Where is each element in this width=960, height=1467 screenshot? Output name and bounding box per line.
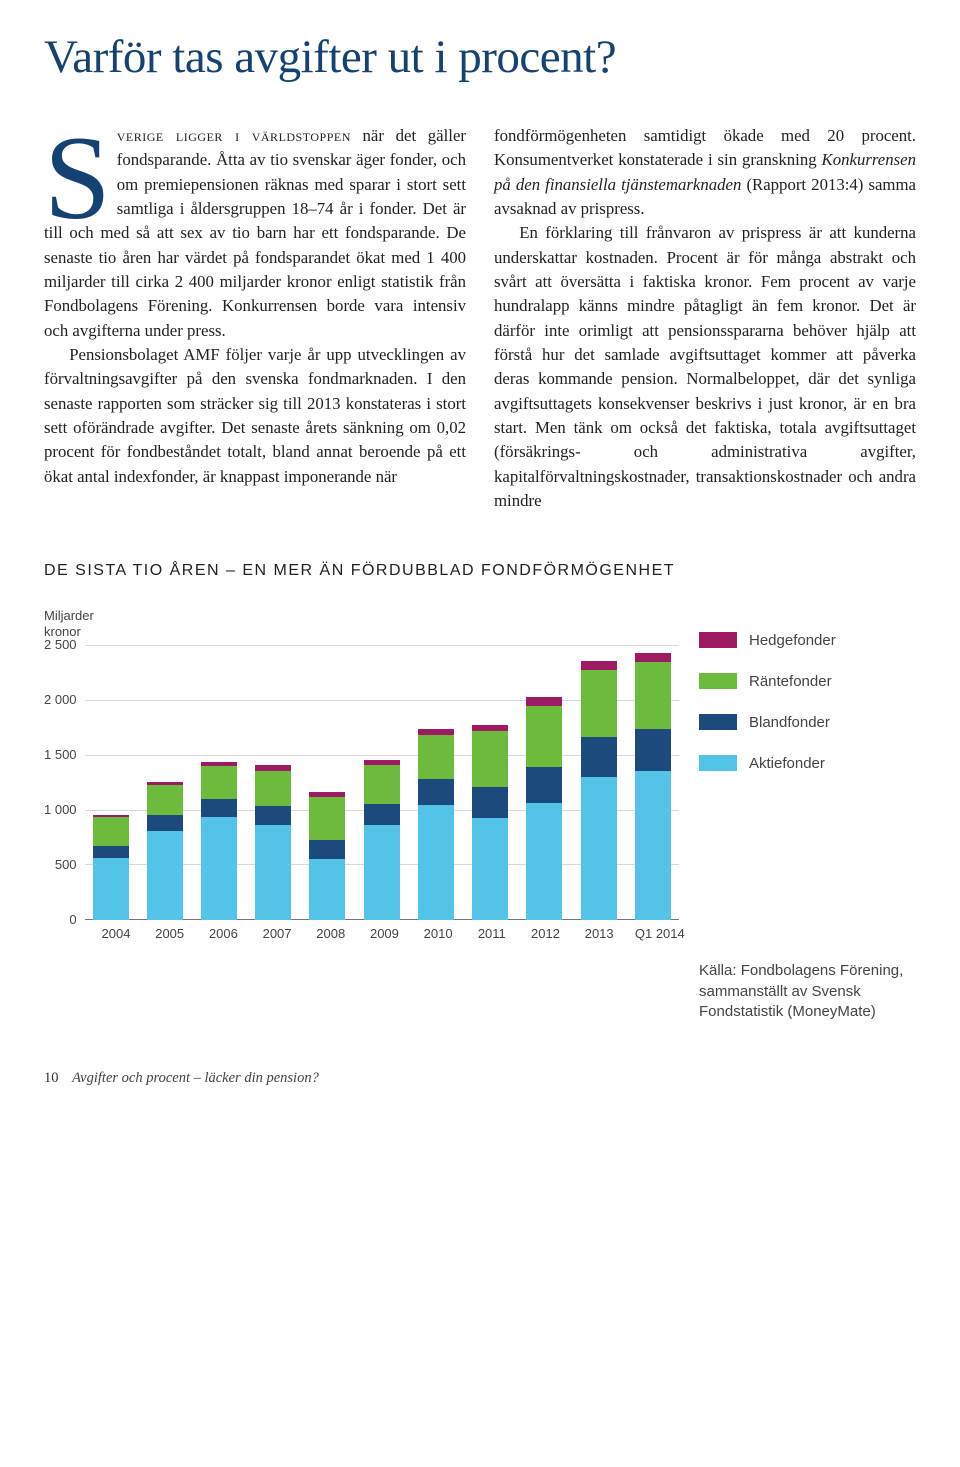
bar-segment <box>526 767 562 802</box>
x-label: 2005 <box>152 926 188 941</box>
bar-segment <box>635 653 671 662</box>
bar-segment <box>581 737 617 778</box>
bar-segment <box>472 818 508 920</box>
bar-column <box>635 653 671 920</box>
legend: Hedgefonder Räntefonder Blandfonder Aktiefo… <box>699 608 836 772</box>
chart-title: DE SISTA TIO ÅREN – EN MER ÄN FÖRDUBBLAD… <box>44 562 916 580</box>
bar-segment <box>418 729 454 736</box>
bar-segment <box>472 731 508 787</box>
bar-column <box>201 762 237 920</box>
bar-segment <box>93 858 129 921</box>
dropcap: S <box>44 130 111 226</box>
bar-column <box>147 782 183 921</box>
page-number: 10 <box>44 1070 59 1086</box>
bar-segment <box>364 804 400 825</box>
bar-segment <box>635 771 671 921</box>
bar-column <box>309 792 345 921</box>
bar-segment <box>93 817 129 846</box>
bar-column <box>472 725 508 921</box>
bar-segment <box>526 697 562 706</box>
bar-segment <box>364 765 400 804</box>
legend-item: Räntefonder <box>699 673 836 690</box>
legend-item: Blandfonder <box>699 714 836 731</box>
body-columns: S verige ligger i världstoppen när det g… <box>44 124 916 514</box>
column-1: S verige ligger i världstoppen när det g… <box>44 124 466 514</box>
bar-segment <box>147 815 183 832</box>
x-label: 2009 <box>366 926 402 941</box>
bar-segment <box>635 662 671 729</box>
y-axis-label: Miljarderkronor <box>44 608 679 642</box>
chart-section: DE SISTA TIO ÅREN – EN MER ÄN FÖRDUBBLAD… <box>44 562 916 1023</box>
bar-segment <box>635 729 671 771</box>
bar-segment <box>472 787 508 818</box>
bar-segment <box>255 771 291 806</box>
lead-smallcaps: verige ligger i världstoppen <box>117 126 351 145</box>
x-label: 2012 <box>528 926 564 941</box>
bar-column <box>93 815 129 921</box>
x-label: 2004 <box>98 926 134 941</box>
legend-label: Hedgefonder <box>749 632 836 649</box>
x-label: 2011 <box>474 926 510 941</box>
bar-column <box>418 729 454 920</box>
x-labels: 2004 2005 2006 2007 2008 2009 2010 2011 2012 2013… <box>90 920 679 941</box>
bar-segment <box>581 661 617 670</box>
bar-segment <box>418 735 454 779</box>
x-label: 2008 <box>313 926 349 941</box>
bar-segment <box>472 725 508 732</box>
plot-area <box>85 645 679 920</box>
bar-segment <box>147 831 183 920</box>
bar-segment <box>255 806 291 825</box>
bar-segment <box>526 706 562 768</box>
bar-segment <box>581 777 617 920</box>
bar-segment <box>309 859 345 921</box>
column-2: fondförmögenheten samtidigt ökade med 20… <box>494 124 916 514</box>
bar-column <box>526 697 562 920</box>
bar-column <box>255 765 291 920</box>
legend-label: Räntefonder <box>749 673 832 690</box>
bars <box>85 645 679 920</box>
bar-segment <box>418 805 454 921</box>
bar-segment <box>309 797 345 840</box>
col1-paragraph-1: S verige ligger i världstoppen när det g… <box>44 124 466 343</box>
bar-segment <box>581 670 617 737</box>
bar-column <box>364 760 400 921</box>
page-title: Varför tas avgifter ut i procent? <box>44 30 916 84</box>
bar-segment <box>201 766 237 799</box>
bar-segment <box>201 799 237 817</box>
bar-segment <box>93 846 129 858</box>
footer-title: Avgifter och procent – läcker din pensio… <box>72 1070 319 1086</box>
legend-swatch <box>699 632 737 648</box>
x-label: Q1 2014 <box>635 926 671 941</box>
bar-segment <box>309 840 345 859</box>
page-footer: 10 Avgifter och procent – läcker din pen… <box>44 1070 916 1087</box>
col2-paragraph-2: En förklaring till frånvaron av prispres… <box>494 221 916 513</box>
chart-bottom-row: Källa: Fondbolagens Förening, sammanstäl… <box>44 961 916 1022</box>
bar-column <box>581 661 617 921</box>
legend-label: Aktiefonder <box>749 755 825 772</box>
chart-body: 2 5002 0001 5001 0005000 <box>44 645 679 920</box>
x-label: 2013 <box>581 926 617 941</box>
legend-label: Blandfonder <box>749 714 830 731</box>
chart-source: Källa: Fondbolagens Förening, sammanstäl… <box>699 961 916 1022</box>
legend-swatch <box>699 755 737 771</box>
bar-segment <box>526 803 562 921</box>
x-label: 2007 <box>259 926 295 941</box>
chart-canvas: Miljarderkronor 2 5002 0001 5001 0005000… <box>44 608 679 942</box>
legend-swatch <box>699 673 737 689</box>
legend-swatch <box>699 714 737 730</box>
chart-wrap: Miljarderkronor 2 5002 0001 5001 0005000… <box>44 608 916 942</box>
bar-segment <box>147 785 183 815</box>
legend-item: Hedgefonder <box>699 632 836 649</box>
bar-segment <box>364 825 400 921</box>
col1-paragraph-2: Pensionsbolaget AMF följer varje år upp … <box>44 343 466 489</box>
bar-segment <box>418 779 454 804</box>
col2-paragraph-1: fondförmögenheten samtidigt ökade med 20… <box>494 124 916 221</box>
bar-segment <box>201 817 237 920</box>
x-label: 2010 <box>420 926 456 941</box>
legend-item: Aktiefonder <box>699 755 836 772</box>
bar-segment <box>255 825 291 921</box>
x-label: 2006 <box>205 926 241 941</box>
y-ticks: 2 5002 0001 5001 0005000 <box>44 645 85 920</box>
